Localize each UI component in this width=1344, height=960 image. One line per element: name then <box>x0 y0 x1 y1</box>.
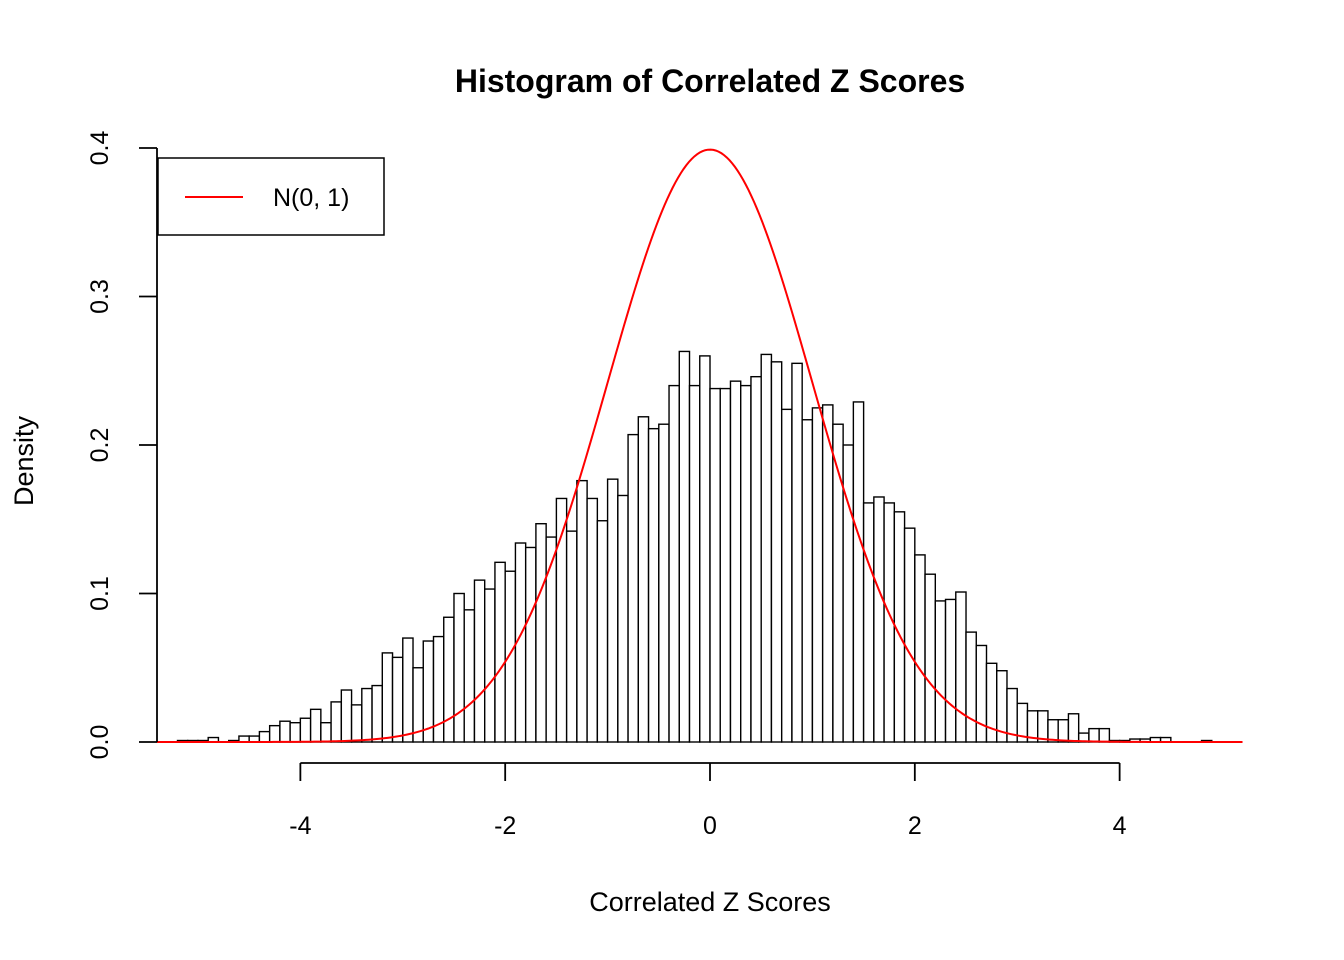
histogram-bar <box>391 656 404 743</box>
histogram-bar <box>637 416 650 743</box>
histogram-bar <box>791 362 803 743</box>
histogram-bar <box>617 494 629 743</box>
histogram-bar <box>453 592 465 743</box>
histogram-bar <box>914 554 926 743</box>
histogram-bar <box>760 353 773 743</box>
y-tick-label: 0.4 <box>86 131 114 166</box>
histogram-bar <box>586 497 599 743</box>
histogram-bar <box>535 523 547 743</box>
histogram-bar <box>750 375 762 743</box>
x-axis: -4 -2 0 2 4 <box>289 762 1127 840</box>
histogram-bar <box>565 530 578 743</box>
histogram-bar <box>1088 727 1100 743</box>
histogram-bar <box>975 644 988 743</box>
histogram-bar <box>678 350 691 743</box>
y-axis: 0.0 0.1 0.2 0.3 0.4 <box>86 131 158 760</box>
chart-title: Histogram of Correlated Z Scores <box>455 63 965 99</box>
histogram-bar <box>576 479 588 743</box>
x-tick-label: 0 <box>703 812 717 840</box>
histogram-bar <box>340 689 353 743</box>
histogram-bar <box>1067 713 1080 743</box>
histogram-bar <box>668 384 680 743</box>
histogram-bar <box>361 687 373 743</box>
histogram-bar <box>924 573 936 743</box>
histogram-bar <box>289 722 302 743</box>
histogram-bar <box>473 579 486 743</box>
histogram-bars <box>176 350 1213 743</box>
histogram-bar <box>955 591 967 743</box>
y-tick-label: 0.3 <box>86 279 114 314</box>
normal-density-curve <box>157 148 1243 743</box>
histogram-bar <box>658 423 670 743</box>
y-axis-label: Density <box>9 415 39 506</box>
histogram-bar <box>258 730 271 743</box>
legend: N(0, 1) <box>157 157 385 236</box>
histogram-bar <box>1098 727 1111 743</box>
histogram-bar <box>873 496 885 743</box>
histogram-bar <box>320 722 332 743</box>
histogram-bar <box>1057 719 1070 743</box>
x-tick-label: -4 <box>289 812 311 840</box>
histogram-bar <box>852 401 865 743</box>
histogram-bar <box>268 724 281 743</box>
histogram-bar <box>688 384 701 743</box>
normal-curve-layer <box>157 148 1243 743</box>
histogram-bar <box>740 384 752 743</box>
histogram-bar <box>463 609 476 743</box>
histogram-bar <box>494 561 506 743</box>
histogram-bar <box>402 637 414 743</box>
histogram-bar <box>780 408 793 743</box>
histogram-bar <box>903 527 916 743</box>
histogram-bar <box>1036 710 1049 743</box>
x-tick-label: 2 <box>908 812 922 840</box>
histogram-bar <box>279 720 291 743</box>
histogram-bar <box>443 616 455 743</box>
histogram-bar <box>524 546 537 743</box>
histogram-bar <box>545 536 558 743</box>
histogram-bar <box>596 520 609 743</box>
histogram-bar <box>330 701 343 743</box>
histogram-bar <box>709 387 721 743</box>
histogram-bar <box>934 600 947 743</box>
histogram-bar <box>484 588 496 743</box>
histogram-bar <box>699 355 711 743</box>
histogram-bar <box>719 387 732 743</box>
x-axis-label: Correlated Z Scores <box>589 887 831 917</box>
legend-label: N(0, 1) <box>273 184 349 212</box>
histogram-bar <box>811 407 824 743</box>
histogram-bar <box>627 433 640 743</box>
histogram-bar <box>647 427 660 743</box>
histogram-bar <box>350 704 363 743</box>
x-tick-label: 4 <box>1113 812 1127 840</box>
histogram-bar <box>801 419 814 743</box>
histogram-bar <box>729 380 742 743</box>
histogram-bar <box>862 502 875 743</box>
histogram-bar <box>944 598 957 743</box>
x-tick-label: -2 <box>494 812 516 840</box>
y-tick-label: 0.2 <box>86 428 114 463</box>
histogram-bar <box>606 478 619 743</box>
y-tick-label: 0.1 <box>86 576 114 611</box>
histogram-bar <box>371 684 383 743</box>
histogram-bar <box>299 717 312 743</box>
histogram-bar <box>504 570 517 743</box>
histogram-bar <box>965 631 977 743</box>
histogram-bar <box>770 361 783 743</box>
histogram-bar <box>381 652 394 743</box>
y-tick-label: 0.0 <box>86 725 114 760</box>
histogram-bar <box>821 404 834 743</box>
histogram-bar <box>309 708 322 743</box>
